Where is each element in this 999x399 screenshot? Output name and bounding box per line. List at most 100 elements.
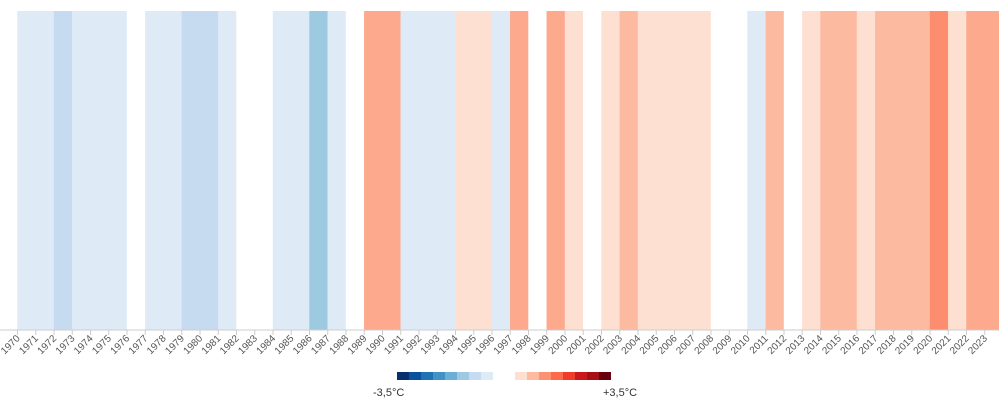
x-axis-ticks: 1970197119721973197419751976197719781979… [0, 330, 990, 357]
stripe-1985 [291, 11, 310, 330]
legend-swatch-cool-5 [445, 372, 457, 380]
legend-swatch-warm-2 [527, 372, 539, 380]
tick-label-1976: 1976 [109, 333, 133, 357]
tick-label-2022: 2022 [948, 333, 972, 357]
stripe-1996 [491, 11, 511, 330]
stripe-2005 [656, 11, 675, 330]
tick-label-2020: 2020 [912, 333, 936, 357]
stripe-2014 [820, 11, 839, 330]
tick-label-1998: 1998 [510, 333, 534, 357]
stripe-2021 [948, 11, 967, 330]
stripe-1972 [53, 11, 73, 330]
legend-swatch-cool-8 [481, 372, 493, 380]
tick-label-2021: 2021 [930, 333, 954, 357]
tick-label-1972: 1972 [36, 333, 60, 357]
stripe-1994 [455, 11, 474, 330]
stripe-2019 [911, 11, 931, 330]
tick-label-1988: 1988 [328, 333, 352, 357]
legend-swatch-cool-1 [397, 372, 409, 380]
stripe-2020 [929, 11, 949, 330]
stripe-1984 [272, 11, 292, 330]
tick-label-2016: 2016 [839, 333, 863, 357]
tick-label-1980: 1980 [182, 333, 206, 357]
tick-label-2002: 2002 [583, 333, 607, 357]
tick-label-1974: 1974 [72, 333, 96, 357]
tick-label-2003: 2003 [601, 333, 625, 357]
stripe-1981 [218, 11, 237, 330]
warming-stripes-chart: 1970197119721973197419751976197719781979… [0, 11, 999, 357]
stripe-1998 [528, 11, 547, 330]
tick-label-1991: 1991 [382, 333, 406, 357]
legend-swatch-cool-7 [469, 372, 481, 380]
stripe-1976 [126, 11, 146, 330]
tick-label-2011: 2011 [748, 333, 771, 356]
stripe-2015 [838, 11, 858, 330]
tick-label-2009: 2009 [711, 333, 735, 357]
stripe-1997 [510, 11, 529, 330]
legend-swatch-warm-1 [515, 372, 527, 380]
legend-swatch-warm-7 [587, 372, 599, 380]
tick-label-2010: 2010 [729, 333, 753, 357]
stripe-2016 [856, 11, 876, 330]
stripe-2018 [893, 11, 912, 330]
stripe-2001 [583, 11, 602, 330]
legend-swatch-cool-4 [433, 372, 445, 380]
tick-label-2023: 2023 [966, 333, 990, 357]
tick-label-2006: 2006 [656, 333, 680, 357]
stripe-2000 [564, 11, 584, 330]
tick-label-1997: 1997 [492, 333, 516, 357]
stripe-1980 [199, 11, 219, 330]
tick-label-1993: 1993 [419, 333, 443, 357]
stripe-1992 [418, 11, 438, 330]
tick-label-1970: 1970 [0, 333, 23, 357]
stripe-2013 [802, 11, 821, 330]
tick-label-1984: 1984 [255, 333, 279, 357]
tick-label-1992: 1992 [401, 333, 425, 357]
stripes-group [17, 11, 999, 330]
stripe-2010 [747, 11, 766, 330]
tick-label-2007: 2007 [674, 333, 698, 357]
legend-swatch-cool-3 [421, 372, 433, 380]
stripe-1974 [90, 11, 109, 330]
tick-label-2001: 2001 [565, 333, 589, 357]
stripe-2007 [692, 11, 712, 330]
tick-label-1975: 1975 [90, 333, 114, 357]
legend-swatch-warm-3 [539, 372, 551, 380]
tick-label-2015: 2015 [820, 333, 844, 357]
tick-label-2004: 2004 [620, 333, 644, 357]
tick-label-2019: 2019 [893, 333, 917, 357]
legend-swatch-warm-8 [599, 372, 611, 380]
legend-swatch-warm-4 [551, 372, 563, 380]
stripe-1990 [382, 11, 401, 330]
stripe-1971 [35, 11, 55, 330]
tick-label-1985: 1985 [273, 333, 297, 357]
tick-label-2018: 2018 [875, 333, 899, 357]
tick-label-1989: 1989 [346, 333, 370, 357]
stripe-1988 [345, 11, 365, 330]
stripe-1989 [364, 11, 383, 330]
stripe-2008 [710, 11, 730, 330]
legend-swatch-warm-6 [575, 372, 587, 380]
tick-label-2014: 2014 [802, 333, 826, 357]
stripe-1973 [72, 11, 91, 330]
tick-label-1995: 1995 [455, 333, 479, 357]
tick-label-1971: 1971 [17, 333, 41, 357]
tick-label-1982: 1982 [218, 333, 242, 357]
stripe-2012 [783, 11, 803, 330]
stripe-1995 [473, 11, 493, 330]
legend-swatch-cool-2 [409, 372, 421, 380]
legend-swatch-cool-6 [457, 372, 469, 380]
stripe-2004 [637, 11, 657, 330]
tick-label-2013: 2013 [784, 333, 808, 357]
stripe-2011 [765, 11, 785, 330]
stripe-2017 [875, 11, 894, 330]
stripe-1970 [17, 11, 36, 330]
stripe-1986 [309, 11, 328, 330]
tick-label-2012: 2012 [766, 333, 790, 357]
tick-label-1987: 1987 [309, 333, 333, 357]
stripe-2003 [619, 11, 639, 330]
tick-label-1979: 1979 [163, 333, 187, 357]
stripe-1979 [181, 11, 201, 330]
stripe-2009 [729, 11, 748, 330]
legend-swatch-warm-5 [563, 372, 575, 380]
